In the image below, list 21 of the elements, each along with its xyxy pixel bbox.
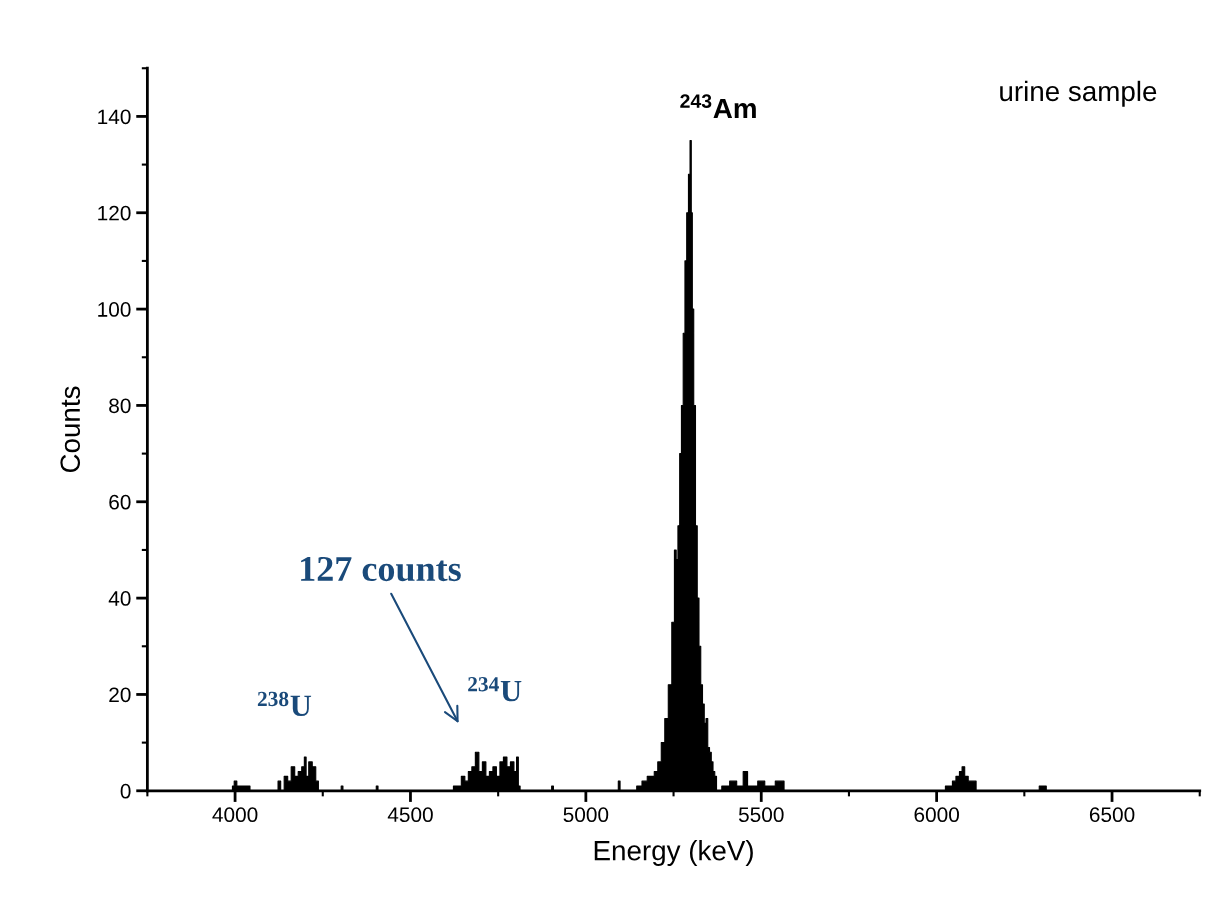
x-axis-title: Energy (keV) <box>594 840 753 866</box>
y-tick-label: 20 <box>109 687 131 703</box>
annotation: $^{243}$Am <box>680 94 756 119</box>
annotation: $^{238}$U <box>257 691 312 717</box>
x-tick-label: 4500 <box>387 807 433 823</box>
annotation: 127 counts <box>301 556 461 582</box>
x-tick-label: 6500 <box>1089 807 1135 823</box>
y-tick-label: 80 <box>109 398 131 414</box>
y-tick-label: 40 <box>108 591 131 606</box>
y-tick-label: 60 <box>109 494 131 510</box>
y-axis-title: Counts <box>60 386 81 473</box>
x-tick-label: 6000 <box>914 807 959 823</box>
y-tick-label: 100 <box>98 302 131 317</box>
x-tick-label: 5500 <box>738 807 784 823</box>
annotation: urine sample <box>1000 80 1157 107</box>
y-tick-label: 0 <box>120 783 131 799</box>
x-tick-label: 5000 <box>563 807 609 823</box>
y-tick-label: 140 <box>98 109 131 125</box>
y-tick-label: 120 <box>98 205 131 221</box>
annotation: $^{234}$U <box>468 677 522 702</box>
x-tick-label: 4000 <box>212 807 258 823</box>
